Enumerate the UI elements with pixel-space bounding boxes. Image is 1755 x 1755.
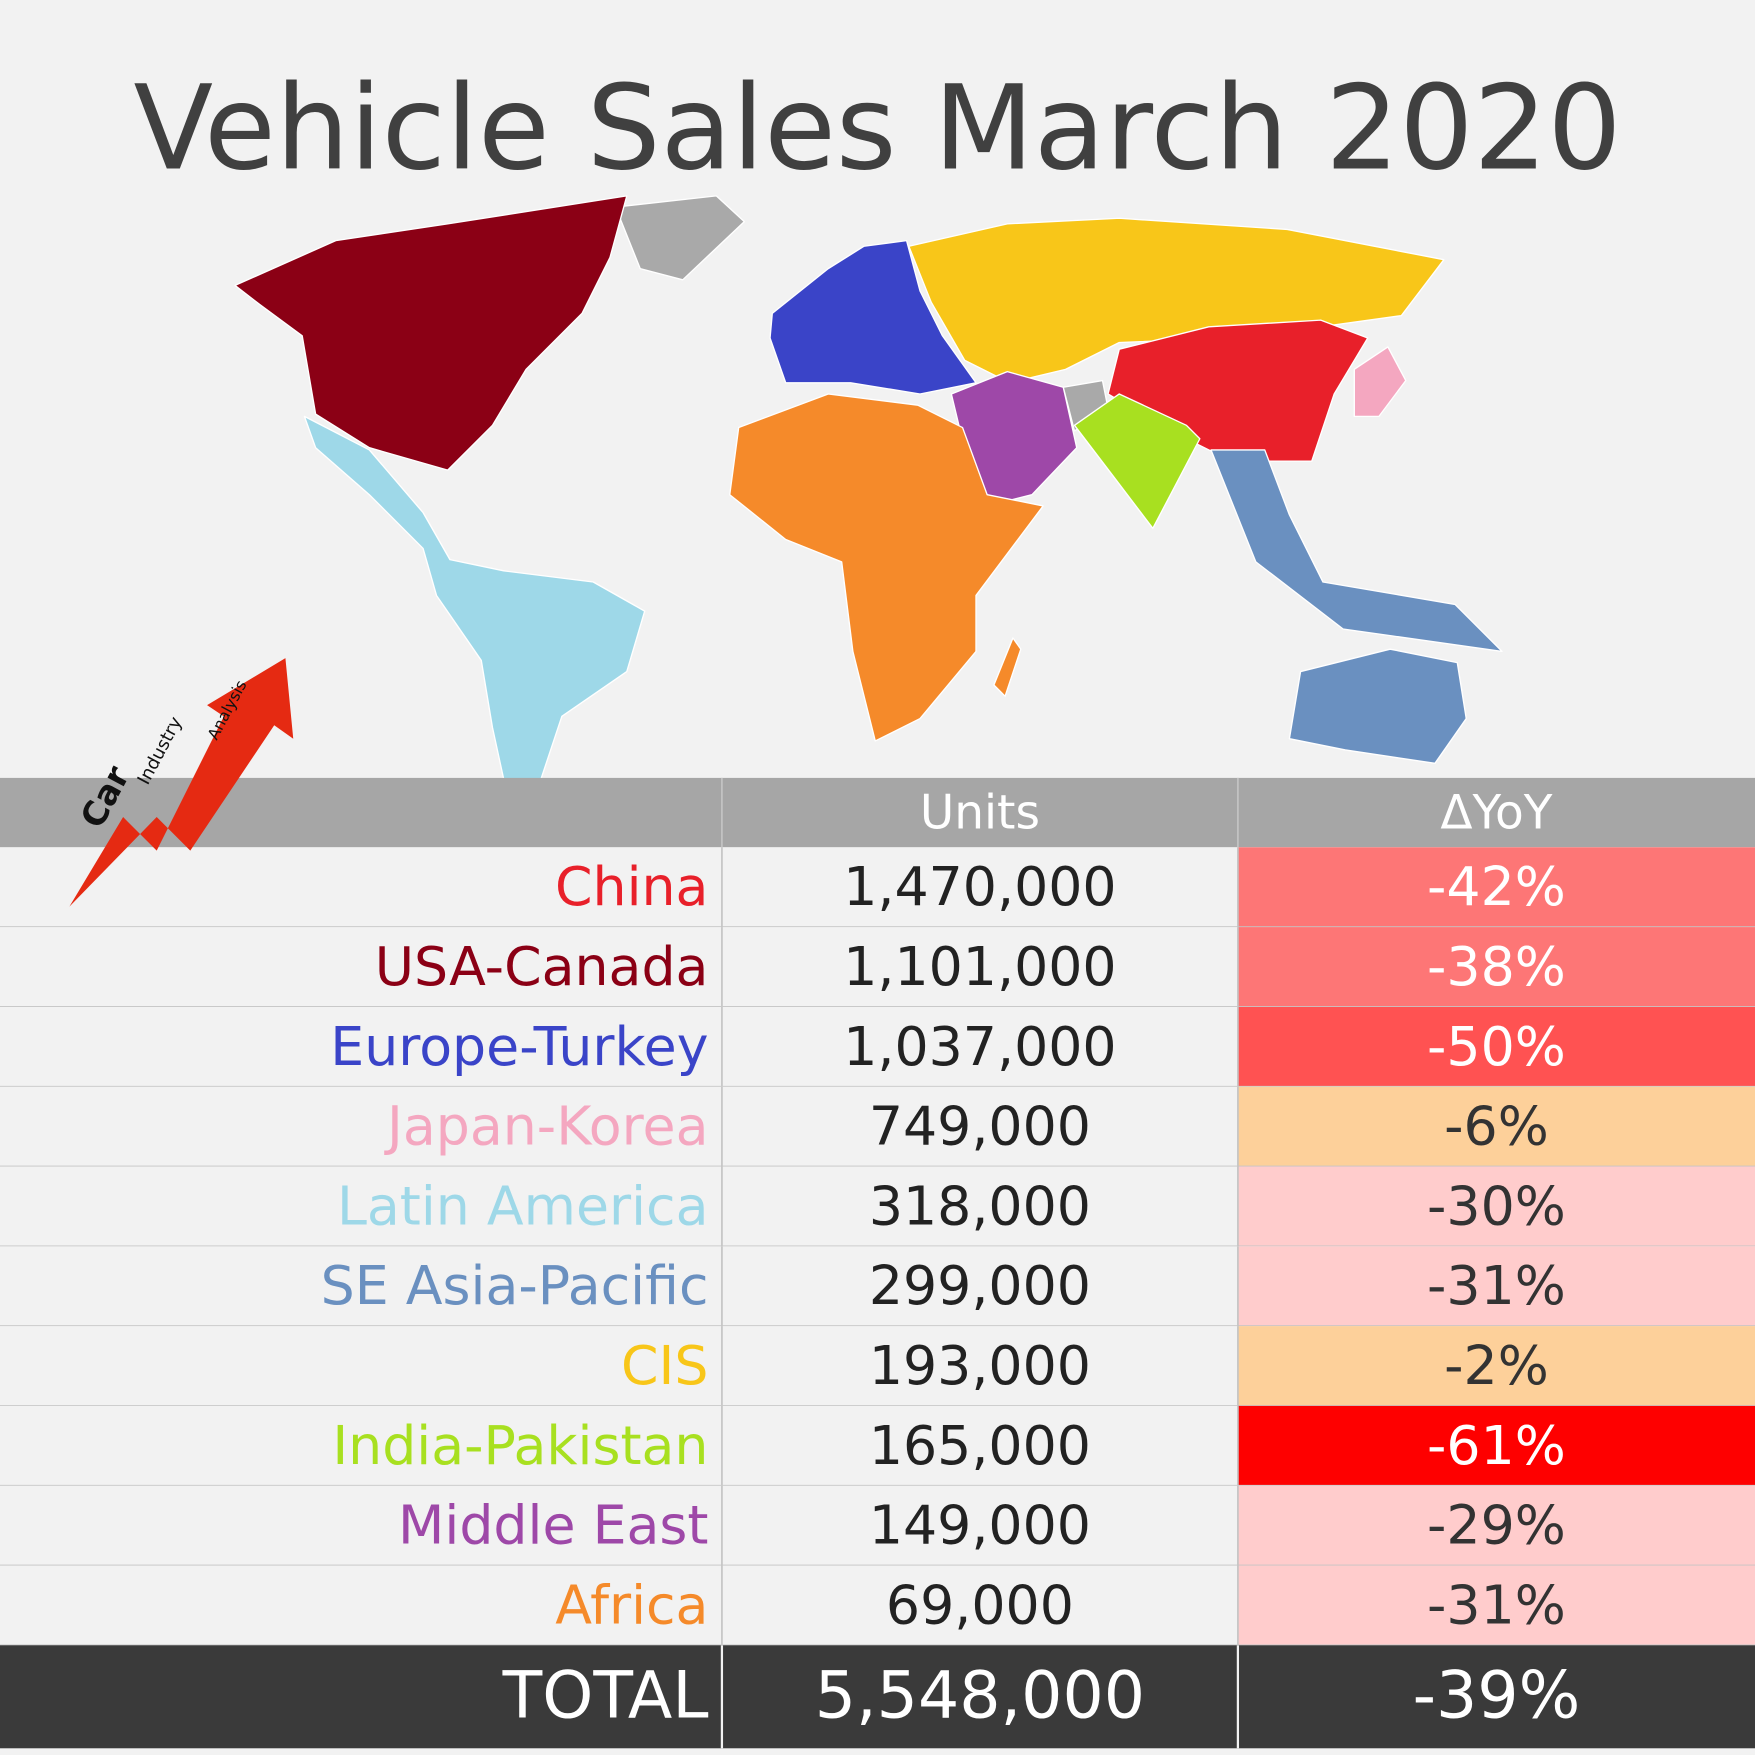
units-value: 69,000	[886, 1573, 1074, 1636]
units-value: 149,000	[869, 1494, 1091, 1557]
africa-region	[729, 393, 1044, 742]
title: Vehicle Sales March 2020	[133, 61, 1621, 196]
world-map	[234, 195, 1503, 832]
region-label: Japan-Korea	[384, 1095, 709, 1158]
table: Units ΔYoY China 1,470,000 -42% USA-Canada 1,1…	[0, 777, 1755, 1749]
total-units: 5,548,000	[815, 1659, 1145, 1734]
region-label: SE Asia-Pacific	[321, 1254, 709, 1317]
region-label: Latin America	[337, 1174, 709, 1237]
units-value: 1,101,000	[843, 935, 1116, 998]
europe-region	[769, 239, 977, 395]
yoy-value: -61%	[1427, 1414, 1566, 1477]
madagascar	[993, 637, 1022, 697]
header-row	[0, 777, 1755, 848]
yoy-cell	[1237, 927, 1755, 1007]
region-label: CIS	[621, 1334, 708, 1397]
units-value: 1,037,000	[843, 1015, 1116, 1078]
region-label: Middle East	[398, 1494, 708, 1557]
australia	[1288, 648, 1467, 765]
region-label: Africa	[555, 1573, 708, 1636]
region-label: India-Pakistan	[332, 1414, 708, 1477]
units-value: 299,000	[869, 1254, 1091, 1317]
yoy-value: -38%	[1427, 935, 1566, 998]
yoy-cell	[1237, 1326, 1755, 1406]
yoy-value: -42%	[1427, 855, 1566, 918]
yoy-cell	[1237, 1006, 1755, 1087]
region-label: China	[555, 855, 708, 918]
units-value: 165,000	[869, 1414, 1091, 1477]
yoy-cell	[1237, 1565, 1755, 1646]
se-asia-region	[1210, 449, 1503, 653]
yoy-cell	[1237, 1485, 1755, 1566]
yoy-cell	[1237, 1166, 1755, 1247]
india-region	[1073, 393, 1201, 529]
yoy-value: -50%	[1427, 1015, 1566, 1078]
total-label: TOTAL	[502, 1659, 709, 1734]
greenland	[614, 195, 745, 281]
yoy-value: -6%	[1444, 1095, 1549, 1158]
yoy-value: -31%	[1427, 1573, 1566, 1636]
total-yoy: -39%	[1413, 1659, 1581, 1734]
units-value: 1,470,000	[843, 855, 1116, 918]
yoy-value: -2%	[1444, 1334, 1549, 1397]
units-value: 749,000	[869, 1095, 1091, 1158]
yoy-cell	[1237, 1086, 1755, 1167]
logo-arrow	[69, 658, 294, 907]
units-value: 318,000	[869, 1174, 1091, 1237]
japan-korea-region	[1353, 346, 1407, 418]
yoy-cell	[1237, 847, 1755, 928]
units-value: 193,000	[869, 1334, 1091, 1397]
yoy-cell	[1237, 1246, 1755, 1327]
yoy-value: -29%	[1427, 1494, 1566, 1557]
region-label: Europe-Turkey	[330, 1015, 708, 1078]
column-header: Units	[920, 785, 1040, 840]
total-row	[0, 1645, 1755, 1749]
region-label: USA-Canada	[375, 935, 709, 998]
yoy-cell	[1237, 1405, 1755, 1486]
usa-canada-region	[234, 195, 628, 471]
yoy-value: -30%	[1427, 1174, 1566, 1237]
yoy-value: -31%	[1427, 1254, 1566, 1317]
column-header: ΔYoY	[1440, 785, 1552, 840]
